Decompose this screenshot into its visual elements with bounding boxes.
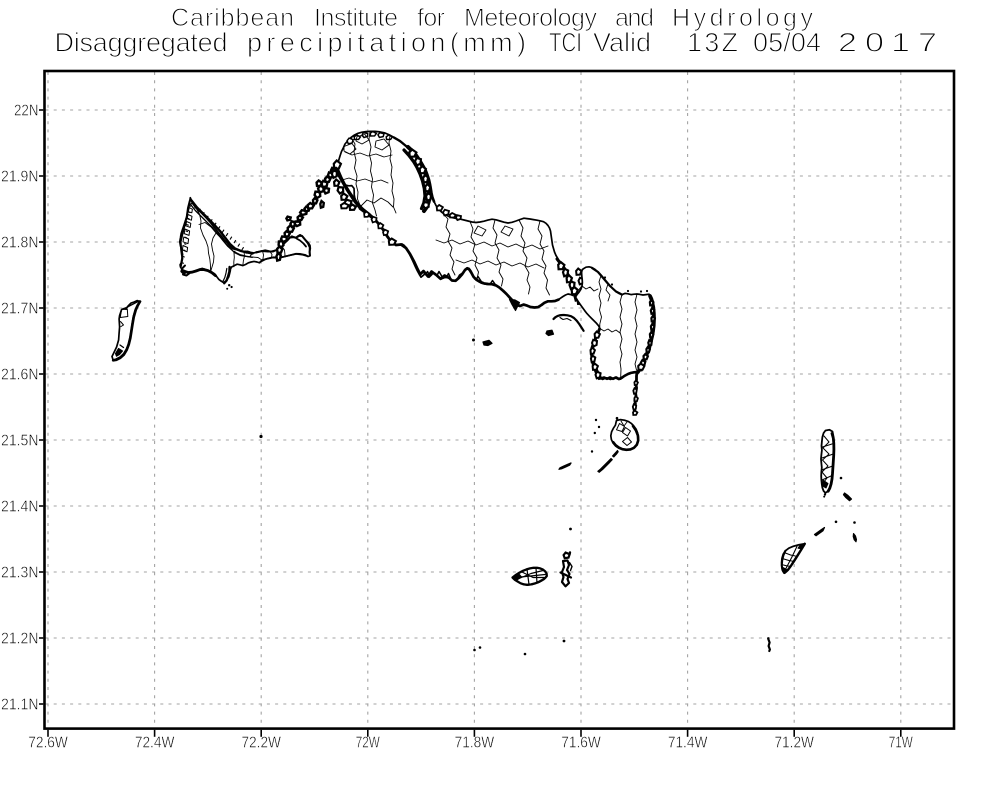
svg-text:Meteorology: Meteorology xyxy=(464,4,598,32)
svg-text:Disaggregated: Disaggregated xyxy=(55,28,228,58)
svg-text:Institute: Institute xyxy=(314,4,398,32)
svg-text:21.3N: 21.3N xyxy=(1,565,39,582)
svg-text:2: 2 xyxy=(838,28,857,58)
svg-text:72.2W: 72.2W xyxy=(241,735,281,752)
svg-text:72W: 72W xyxy=(356,735,380,752)
svg-text:21.6N: 21.6N xyxy=(1,367,39,384)
svg-text:for: for xyxy=(417,4,445,32)
svg-text:71.8W: 71.8W xyxy=(455,735,495,752)
svg-text:1: 1 xyxy=(891,28,910,58)
svg-text:and: and xyxy=(615,4,654,32)
svg-text:21.9N: 21.9N xyxy=(1,169,39,186)
svg-text:05/04: 05/04 xyxy=(753,28,821,58)
svg-text:21.5N: 21.5N xyxy=(1,433,39,450)
svg-text:Caribbean: Caribbean xyxy=(171,4,294,32)
svg-text:71W: 71W xyxy=(889,735,913,752)
svg-text:71.6W: 71.6W xyxy=(561,735,601,752)
svg-text:72.6W: 72.6W xyxy=(28,735,68,752)
svg-text:22N: 22N xyxy=(14,103,39,120)
svg-text:7: 7 xyxy=(918,28,937,58)
svg-text:21.8N: 21.8N xyxy=(1,235,39,252)
svg-text:21.2N: 21.2N xyxy=(1,631,39,648)
svg-text:72.4W: 72.4W xyxy=(135,735,175,752)
svg-text:0: 0 xyxy=(865,28,884,58)
svg-text:TCI: TCI xyxy=(549,28,582,58)
svg-text:71.4W: 71.4W xyxy=(668,735,708,752)
svg-text:21.1N: 21.1N xyxy=(1,697,39,714)
svg-text:21.7N: 21.7N xyxy=(1,301,39,318)
svg-text:21.4N: 21.4N xyxy=(1,499,39,516)
svg-text:Valid: Valid xyxy=(593,28,651,58)
svg-text:precipitation(mm): precipitation(mm) xyxy=(247,28,526,58)
svg-text:71.2W: 71.2W xyxy=(774,735,814,752)
svg-text:Hydrology: Hydrology xyxy=(672,4,814,32)
svg-text:13Z: 13Z xyxy=(687,28,738,58)
